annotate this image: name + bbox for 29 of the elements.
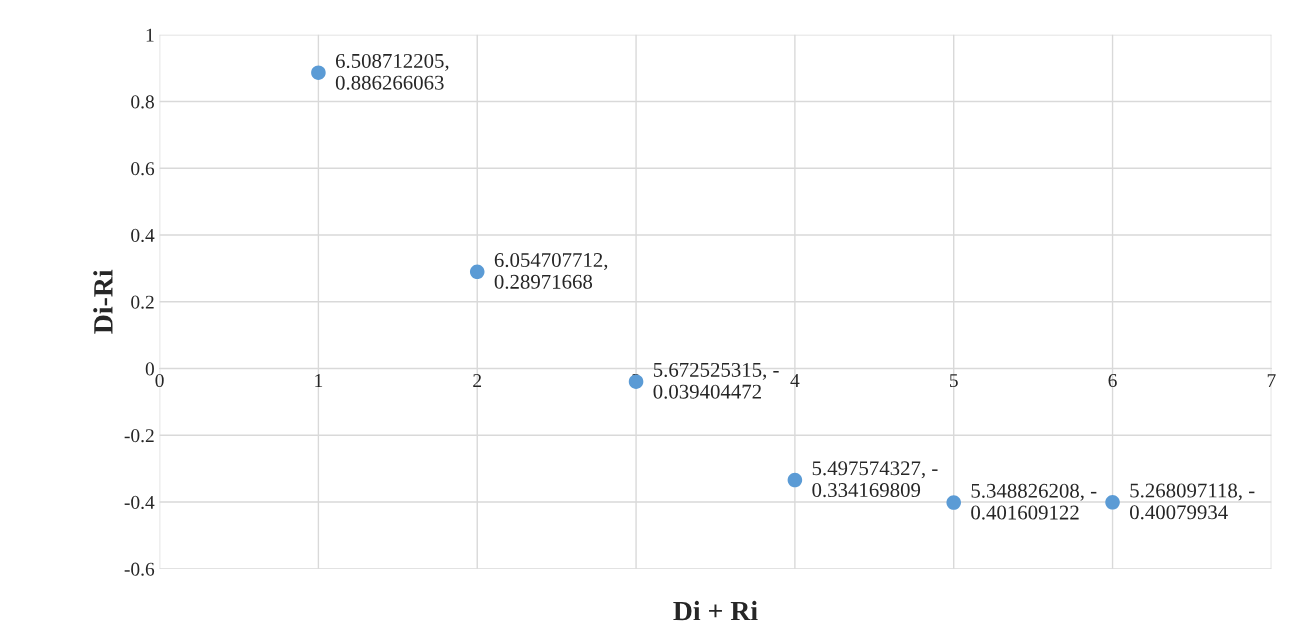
y-tick-label: 0.6 xyxy=(131,162,155,176)
y-tick-label: -0.2 xyxy=(124,429,154,443)
x-tick-label: 7 xyxy=(1267,374,1276,387)
x-tick-label: 5 xyxy=(949,374,958,388)
y-tick-label: 0.4 xyxy=(131,228,155,243)
point xyxy=(628,374,644,389)
point xyxy=(787,472,803,488)
y-tick-label: -0.6 xyxy=(124,562,155,576)
data-label: 6.054707712, 0.28971668 xyxy=(494,252,608,289)
y-tick-label: 0.8 xyxy=(131,95,154,109)
point xyxy=(946,495,961,510)
point xyxy=(1105,495,1120,510)
point xyxy=(469,264,485,280)
x-tick-label: 1 xyxy=(315,374,323,387)
y-tick-label: -0.4 xyxy=(124,495,155,510)
y-tick-label: 0.2 xyxy=(131,295,154,309)
x-axis-title: Di + Ri xyxy=(673,600,758,621)
x-tick-label: 6 xyxy=(1108,374,1117,388)
x-tick-label: 4 xyxy=(790,374,800,387)
point xyxy=(311,65,326,80)
y-tick-label: 0 xyxy=(145,362,154,376)
y-axis-title: Di-Ri xyxy=(93,269,113,334)
data-label: 5.672525315, - 0.039404472 xyxy=(653,362,779,399)
data-label: 5.348826208, - 0.401609122 xyxy=(971,483,1097,520)
data-label: 6.508712205, 0.886266063 xyxy=(335,53,449,90)
y-tick-label: 1 xyxy=(146,28,154,42)
data-label: 5.497574327, - 0.334169809 xyxy=(812,461,938,498)
data-label: 5.268097118, - 0.40079934 xyxy=(1130,483,1255,520)
x-tick-label: 2 xyxy=(473,374,482,387)
